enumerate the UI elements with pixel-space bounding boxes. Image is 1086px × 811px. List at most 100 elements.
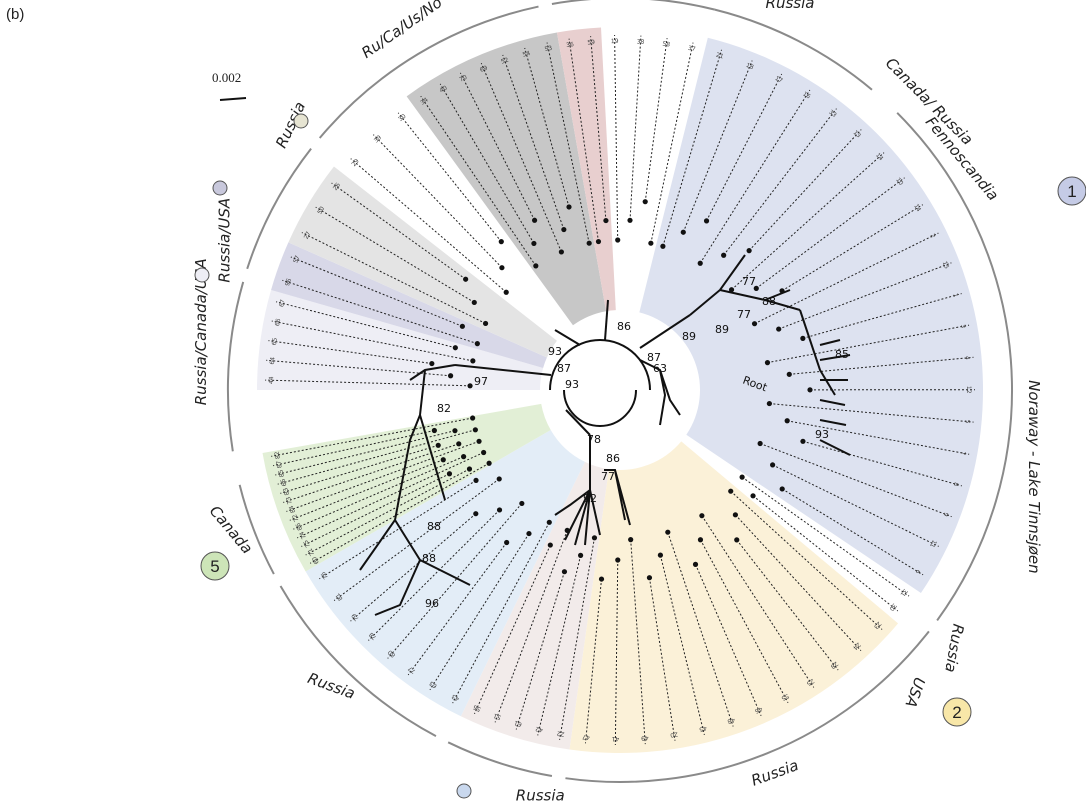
clade-arc: [246, 148, 312, 270]
tip-node: [591, 535, 598, 541]
leaf-number: 58: [662, 41, 671, 49]
tip-node: [766, 400, 772, 407]
clade-badge-number: 5: [210, 557, 219, 576]
tip-node: [499, 265, 505, 271]
panel-label: (b): [6, 6, 25, 23]
tip-node: [697, 260, 703, 266]
leaf-number: 76: [320, 570, 330, 580]
clade-label: Russia: [941, 623, 967, 674]
tip-node: [481, 449, 487, 456]
leaf-number: 55: [780, 692, 790, 702]
leaf-number: 52: [500, 56, 510, 65]
leaf-line: [706, 73, 783, 222]
tip-node: [547, 542, 553, 548]
leaf-line: [700, 539, 789, 703]
leaf-number: 54: [522, 50, 531, 59]
clade-badge: [1057, 176, 1086, 206]
leaf-number: 46: [753, 705, 763, 715]
leaf-number: 66: [280, 478, 289, 487]
support-label: 89: [715, 323, 729, 336]
leaf-number: 15: [941, 260, 950, 270]
tip-node: [461, 454, 467, 460]
leaf-number: 36: [566, 41, 575, 49]
leaf-line: [319, 479, 477, 580]
tip-node: [472, 427, 478, 433]
clade-arc: [227, 281, 245, 452]
tip-node: [496, 507, 503, 513]
leaf-number: 12: [965, 386, 972, 394]
leaf-number: 25: [805, 677, 815, 687]
leaf-number: 41: [611, 735, 619, 742]
tip-node: [753, 285, 759, 291]
leaf-number: 31: [899, 587, 909, 597]
leaf-line: [293, 456, 464, 530]
leaf-number: 30: [397, 113, 407, 123]
leaf-line: [778, 262, 952, 330]
tip-node: [615, 237, 621, 243]
tip-node: [598, 576, 605, 582]
leaf-number: 96: [284, 277, 293, 287]
leaf-line: [584, 579, 603, 744]
tip-node: [496, 476, 502, 482]
clade-badge-number: 1: [1067, 182, 1076, 201]
leaf-number: 1: [952, 293, 960, 299]
clade-arcs: [227, 0, 1013, 783]
leaf-number: 64: [269, 357, 277, 365]
leaf-number: 74: [298, 530, 308, 540]
clade-arc: [279, 585, 437, 737]
leaf-number: 87: [275, 460, 284, 469]
tip-node: [561, 569, 568, 575]
clade-label: Russia: [516, 786, 565, 804]
leaf-line: [368, 509, 500, 641]
support-label: 86: [617, 320, 631, 333]
leaf-number: 57: [292, 254, 301, 264]
leaf-line: [429, 533, 530, 691]
leaf-number: 40: [438, 84, 448, 94]
tip-node: [486, 460, 492, 466]
leaf-number: 85: [277, 469, 286, 478]
tip-node: [751, 321, 758, 327]
leaf-number: 6: [913, 568, 921, 575]
tip-node: [648, 240, 654, 246]
tip-node: [586, 240, 592, 246]
leaf-number: 78: [368, 631, 378, 641]
tip-node: [435, 442, 441, 448]
clade-sectors: [257, 27, 983, 753]
tip-node: [595, 238, 602, 245]
leaf-line: [373, 134, 503, 269]
leaf-number: 7: [959, 451, 967, 456]
tip-node: [703, 218, 710, 224]
clade-badges: 125: [194, 113, 1086, 799]
tip-node: [561, 226, 567, 233]
tip-node: [474, 341, 480, 347]
tip-node: [657, 552, 664, 558]
clade-label: Russia: [749, 756, 801, 790]
tip-node: [564, 527, 570, 534]
clade-label: Canada/ Russia: [882, 54, 977, 149]
leaf-line: [781, 488, 924, 576]
leaf-line: [266, 359, 451, 377]
leaf-number: 20: [670, 730, 679, 738]
tip-node: [440, 457, 446, 463]
tip-node: [728, 287, 735, 293]
scale-bar: 0.002: [212, 70, 247, 101]
clade-sector: [406, 32, 607, 326]
tip-node: [463, 276, 469, 282]
clade-arc: [318, 5, 539, 139]
leaf-line: [748, 129, 862, 251]
tip-node: [807, 387, 813, 393]
support-label: 87: [647, 351, 661, 364]
tip-node: [471, 299, 477, 306]
tip-node: [739, 474, 745, 480]
leaf-line: [537, 555, 582, 736]
clade-badge: [200, 551, 230, 581]
leaf-number: 82: [273, 451, 281, 460]
tip-node: [646, 575, 653, 581]
clade-sector: [556, 27, 616, 312]
clade-label: Noraway - Lake Tinnsjøen: [1025, 380, 1043, 574]
clade-badge: [942, 697, 972, 727]
tip-node: [786, 371, 792, 377]
tip-node: [665, 529, 671, 535]
leaf-line: [331, 182, 466, 280]
